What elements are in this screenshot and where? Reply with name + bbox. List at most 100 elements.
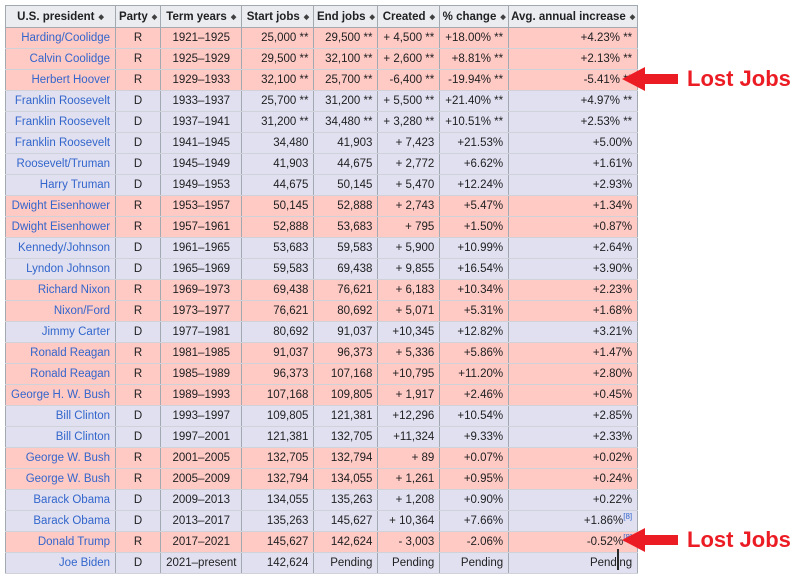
cell-avg: +2.53% ** xyxy=(508,111,639,133)
president-link[interactable]: Joe Biden xyxy=(58,557,111,569)
president-link[interactable]: Harding/Coolidge xyxy=(21,32,111,44)
cell-term: 1969–1973 xyxy=(160,279,243,301)
cell-change: -2.06% xyxy=(439,531,510,553)
president-link[interactable]: Ronald Reagan xyxy=(30,368,111,380)
cell-start: 32,100 ** xyxy=(241,69,315,91)
cell-change: +10.34% xyxy=(439,279,510,301)
cell-created: + 6,183 xyxy=(377,279,441,301)
president-link[interactable]: Nixon/Ford xyxy=(53,305,111,317)
cell-party: R xyxy=(115,48,162,70)
cell-president: Calvin Coolidge xyxy=(4,48,117,70)
cell-end: 53,683 xyxy=(313,216,379,238)
cell-president: Roosevelt/Truman xyxy=(4,153,117,175)
president-link[interactable]: Jimmy Carter xyxy=(41,326,111,338)
table-row: Franklin Roosevelt D 1941–1945 34,480 41,903… xyxy=(4,132,639,154)
cell-party: D xyxy=(115,510,162,532)
president-link[interactable]: Franklin Roosevelt xyxy=(14,116,111,128)
cell-end: 96,373 xyxy=(313,342,379,364)
cell-term: 1941–1945 xyxy=(160,132,243,154)
president-link[interactable]: Kennedy/Johnson xyxy=(18,242,111,254)
reference-link[interactable]: [8] xyxy=(623,512,633,522)
column-header-avg-annual-increase[interactable]: Avg. annual increase ◆ xyxy=(508,5,639,28)
column-header-term-years[interactable]: Term years ◆ xyxy=(160,5,243,28)
cell-change: +2.46% xyxy=(439,384,510,406)
president-link[interactable]: Donald Trump xyxy=(37,536,111,548)
annotation-lost-jobs-trump: Lost Jobs xyxy=(622,527,791,553)
cell-created: +12,296 xyxy=(377,405,441,427)
cell-created: + 9,855 xyxy=(377,258,441,280)
president-link[interactable]: Franklin Roosevelt xyxy=(14,95,111,107)
column-header-label: Avg. annual increase xyxy=(511,10,626,23)
column-header-u-s-president[interactable]: U.S. president ◆ xyxy=(4,5,117,28)
president-link[interactable]: Franklin Roosevelt xyxy=(14,137,111,149)
cell-avg: +1.68% xyxy=(508,300,639,322)
cell-created: + 1,261 xyxy=(377,468,441,490)
cell-party: R xyxy=(115,363,162,385)
cell-avg: +0.45% xyxy=(508,384,639,406)
cell-change: +10.54% xyxy=(439,405,510,427)
cell-end: 145,627 xyxy=(313,510,379,532)
cell-start: 91,037 xyxy=(241,342,315,364)
president-link[interactable]: Herbert Hoover xyxy=(31,74,111,86)
sort-icon: ◆ xyxy=(429,13,435,21)
president-link[interactable]: George W. Bush xyxy=(25,473,111,485)
president-link[interactable]: Calvin Coolidge xyxy=(29,53,111,65)
cell-start: 69,438 xyxy=(241,279,315,301)
column-header-start-jobs[interactable]: Start jobs ◆ xyxy=(241,5,315,28)
cell-end: 29,500 ** xyxy=(313,27,379,49)
cell-term: 2009–2013 xyxy=(160,489,243,511)
president-link[interactable]: Bill Clinton xyxy=(55,410,111,422)
cell-start: 59,583 xyxy=(241,258,315,280)
cell-avg: +2.93% xyxy=(508,174,639,196)
president-link[interactable]: Barack Obama xyxy=(33,515,111,527)
president-link[interactable]: Lyndon Johnson xyxy=(26,263,111,275)
cell-end: 59,583 xyxy=(313,237,379,259)
cell-created: + 5,071 xyxy=(377,300,441,322)
cell-party: D xyxy=(115,405,162,427)
cell-term: 1989–1993 xyxy=(160,384,243,406)
president-link[interactable]: Ronald Reagan xyxy=(30,347,111,359)
cell-change: +21.40% ** xyxy=(439,90,510,112)
cell-avg: +3.21% xyxy=(508,321,639,343)
president-link[interactable]: Richard Nixon xyxy=(37,284,111,296)
table-row: Jimmy Carter D 1977–1981 80,692 91,037 +10,34… xyxy=(4,321,639,343)
cell-created: + 3,280 ** xyxy=(377,111,441,133)
cell-end: 76,621 xyxy=(313,279,379,301)
cell-change: +5.31% xyxy=(439,300,510,322)
cell-start: 109,805 xyxy=(241,405,315,427)
table-row: Dwight Eisenhower R 1953–1957 50,145 52,888 +… xyxy=(4,195,639,217)
sort-icon: ◆ xyxy=(151,13,158,21)
cell-change: +0.95% xyxy=(439,468,510,490)
president-link[interactable]: George H. W. Bush xyxy=(11,389,111,401)
cell-term: 1961–1965 xyxy=(160,237,243,259)
table-row: Barack Obama D 2009–2013 134,055 135,263 + 1,… xyxy=(4,489,639,511)
president-link[interactable]: Bill Clinton xyxy=(55,431,111,443)
cell-end: 69,438 xyxy=(313,258,379,280)
column-header-party[interactable]: Party ◆ xyxy=(115,5,162,28)
cell-end: 121,381 xyxy=(313,405,379,427)
president-link[interactable]: Roosevelt/Truman xyxy=(16,158,111,170)
presidents-jobs-table: U.S. president ◆ Party ◆ Term years ◆ Start jo… xyxy=(4,5,639,574)
cell-party: D xyxy=(115,258,162,280)
cell-end: 25,700 ** xyxy=(313,69,379,91)
column-header-created[interactable]: Created ◆ xyxy=(377,5,441,28)
cell-party: D xyxy=(115,153,162,175)
cell-start: 50,145 xyxy=(241,195,315,217)
president-link[interactable]: Dwight Eisenhower xyxy=(11,200,111,212)
column-header-end-jobs[interactable]: End jobs ◆ xyxy=(313,5,379,28)
cell-start: 29,500 ** xyxy=(241,48,315,70)
cell-start: 142,624 xyxy=(241,552,315,574)
president-link[interactable]: George W. Bush xyxy=(25,452,111,464)
cell-change: +18.00% ** xyxy=(439,27,510,49)
president-link[interactable]: Dwight Eisenhower xyxy=(11,221,111,233)
cell-party: R xyxy=(115,300,162,322)
cell-avg: +2.23% xyxy=(508,279,639,301)
cell-president: Ronald Reagan xyxy=(4,342,117,364)
cell-president: Franklin Roosevelt xyxy=(4,111,117,133)
cell-avg: +1.34% xyxy=(508,195,639,217)
cell-avg: +4.97% ** xyxy=(508,90,639,112)
left-arrow-icon xyxy=(622,67,678,91)
column-header-change[interactable]: % change ◆ xyxy=(439,5,510,28)
president-link[interactable]: Barack Obama xyxy=(33,494,111,506)
president-link[interactable]: Harry Truman xyxy=(39,179,111,191)
